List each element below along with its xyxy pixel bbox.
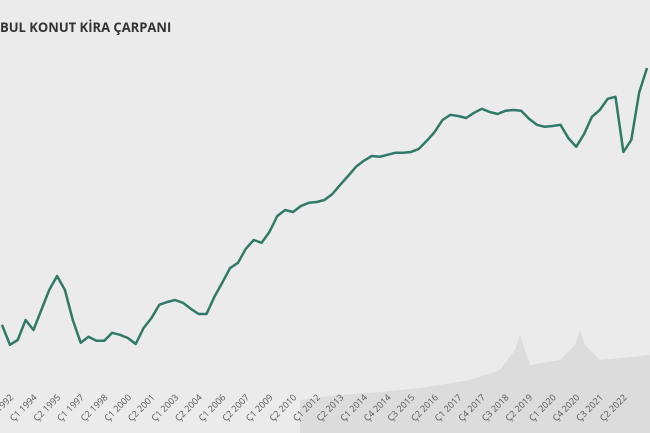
skyline bbox=[300, 330, 650, 433]
data-line bbox=[0, 67, 649, 347]
chart-title: BUL KONUT KİRA ÇARPANI bbox=[0, 18, 171, 36]
